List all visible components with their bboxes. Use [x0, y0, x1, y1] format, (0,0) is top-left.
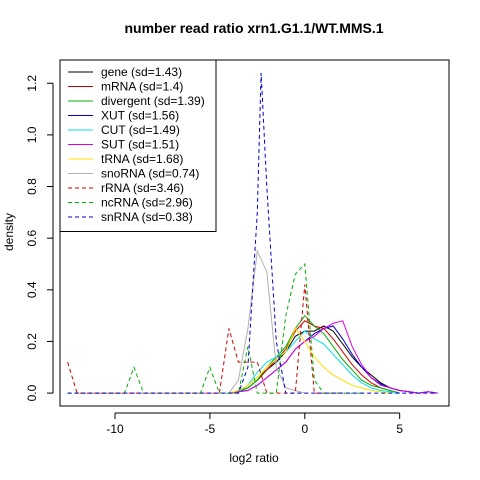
series-line-10 — [67, 72, 438, 394]
plot-area — [59, 59, 450, 407]
legend-label-4: CUT (sd=1.49) — [101, 123, 180, 137]
x-tick-label: 5 — [396, 422, 403, 436]
y-tick-label: 0.6 — [25, 230, 39, 247]
y-tick-label: 1.0 — [25, 126, 39, 143]
x-tick-label: -10 — [106, 422, 124, 436]
plot-frame — [59, 59, 450, 407]
y-tick-label: 1.2 — [25, 75, 39, 92]
y-tick-label: 0.0 — [25, 384, 39, 401]
x-axis: -10 -5 0 5 — [106, 412, 403, 436]
legend-label-8: rRNA (sd=3.46) — [101, 181, 184, 195]
series-line-2 — [228, 314, 400, 394]
legend-label-9: ncRNA (sd=2.96) — [101, 196, 193, 210]
legend-label-6: tRNA (sd=1.68) — [101, 152, 183, 166]
y-tick-label: 0.2 — [25, 333, 39, 350]
series-line-5 — [228, 320, 438, 394]
series-line-9 — [67, 262, 362, 394]
legend-label-3: XUT (sd=1.56) — [101, 109, 179, 123]
y-axis-label: density — [2, 213, 16, 251]
series-line-4 — [228, 330, 400, 394]
x-tick-label: -5 — [205, 422, 216, 436]
legend-label-10: snRNA (sd=0.38) — [101, 210, 193, 224]
legend-label-5: SUT (sd=1.51) — [101, 138, 179, 152]
legend-label-0: gene (sd=1.43) — [101, 65, 182, 79]
series-line-7 — [228, 249, 305, 394]
series-line-6 — [228, 327, 391, 394]
y-tick-label: 0.4 — [25, 281, 39, 298]
x-tick-label: 0 — [301, 422, 308, 436]
legend: gene (sd=1.43)mRNA (sd=1.4)divergent (sd… — [59, 59, 217, 232]
y-axis: 0.0 0.2 0.4 0.6 0.8 1.0 1.2 — [25, 75, 54, 401]
x-axis-label: log2 ratio — [229, 451, 279, 465]
chart-title: number read ratio xrn1.G1.1/WT.MMS.1 — [124, 20, 383, 36]
series-line-8 — [67, 284, 343, 394]
y-tick-label: 0.8 — [25, 178, 39, 195]
legend-label-2: divergent (sd=1.39) — [101, 94, 205, 108]
legend-label-1: mRNA (sd=1.4) — [101, 80, 183, 94]
legend-label-7: snoRNA (sd=0.74) — [101, 167, 199, 181]
